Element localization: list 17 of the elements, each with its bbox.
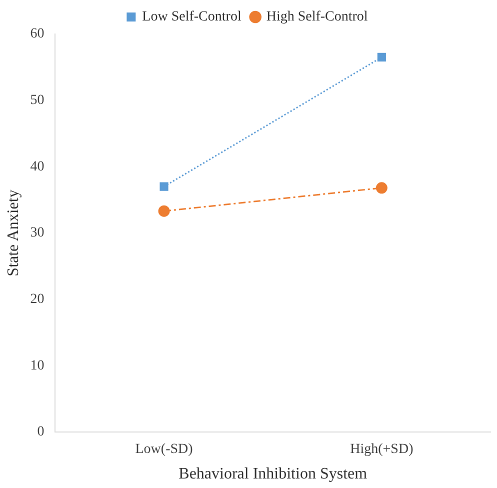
point xyxy=(377,52,386,62)
legend-label: High Self-Control xyxy=(266,10,368,25)
y-tick-label: 20 xyxy=(30,292,44,308)
y-tick-label: 0 xyxy=(37,424,44,440)
point xyxy=(160,182,168,191)
x-tick-label: Low(-SD) xyxy=(135,442,194,458)
point xyxy=(158,205,170,217)
y-tick-label: 30 xyxy=(30,226,44,241)
y-tick-label: 40 xyxy=(30,159,44,174)
y-tick-label: 60 xyxy=(30,26,44,42)
y-tick-label: 50 xyxy=(30,93,44,108)
legend-label: Low Self-Control xyxy=(142,10,242,25)
y-axis-title: State Anxiety xyxy=(4,190,22,276)
point xyxy=(376,182,388,194)
x-axis-title: Behavioral Inhibition System xyxy=(178,466,368,483)
y-tick-label: 10 xyxy=(30,358,44,374)
x-tick-label: High(+SD) xyxy=(350,442,414,458)
